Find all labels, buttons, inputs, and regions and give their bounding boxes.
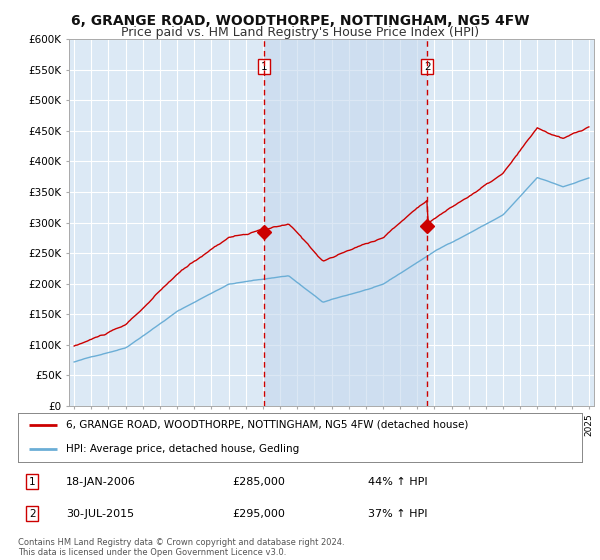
Bar [264, 39, 427, 406]
Text: £295,000: £295,000 [232, 509, 285, 519]
Text: HPI: Average price, detached house, Gedling: HPI: Average price, detached house, Gedl… [66, 444, 299, 454]
Text: 18-JAN-2006: 18-JAN-2006 [66, 477, 136, 487]
Text: 30-JUL-2015: 30-JUL-2015 [66, 509, 134, 519]
Text: 6, GRANGE ROAD, WOODTHORPE, NOTTINGHAM, NG5 4FW: 6, GRANGE ROAD, WOODTHORPE, NOTTINGHAM, … [71, 14, 529, 28]
Text: 2: 2 [29, 509, 35, 519]
Text: 44% ↑ HPI: 44% ↑ HPI [368, 477, 427, 487]
Text: 1: 1 [260, 62, 267, 72]
Text: 2: 2 [424, 62, 431, 72]
Text: 37% ↑ HPI: 37% ↑ HPI [368, 509, 427, 519]
Text: 1: 1 [29, 477, 35, 487]
Text: Contains HM Land Registry data © Crown copyright and database right 2024.
This d: Contains HM Land Registry data © Crown c… [18, 538, 344, 557]
Text: £285,000: £285,000 [232, 477, 285, 487]
Text: 6, GRANGE ROAD, WOODTHORPE, NOTTINGHAM, NG5 4FW (detached house): 6, GRANGE ROAD, WOODTHORPE, NOTTINGHAM, … [66, 419, 469, 430]
Text: Price paid vs. HM Land Registry's House Price Index (HPI): Price paid vs. HM Land Registry's House … [121, 26, 479, 39]
